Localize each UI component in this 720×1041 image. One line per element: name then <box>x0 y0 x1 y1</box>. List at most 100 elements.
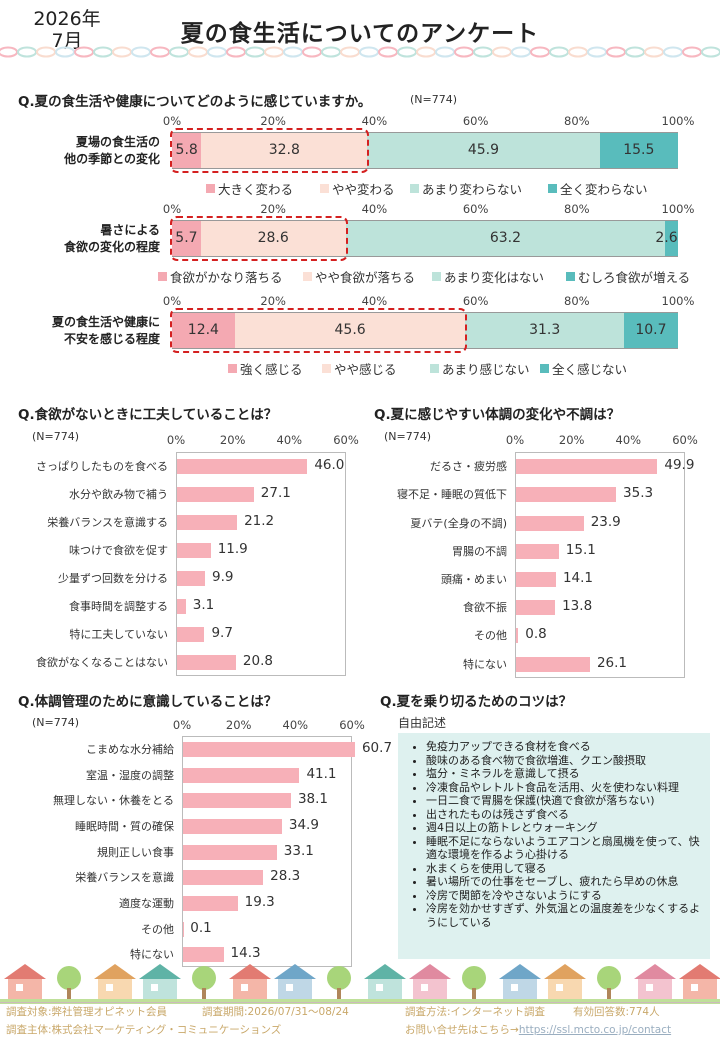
tip-item: 週4日以上の筋トレとウォーキング <box>426 821 704 835</box>
bar <box>183 845 277 860</box>
category-label: 睡眠時間・質の確保 <box>75 818 174 834</box>
data-label: 0.8 <box>525 626 546 642</box>
category-label: 無理しない・休養をとる <box>53 792 174 808</box>
tip-item: 一日二食で胃腸を保護(快適で食欲が落ちない) <box>426 794 704 808</box>
category-label: 適度な運動 <box>119 895 174 911</box>
category-label: 特にない <box>463 656 507 672</box>
footer-target: 調査対象:弊社管理オピネット会員 <box>6 1004 167 1019</box>
tick-label: 60% <box>669 433 701 447</box>
house-window <box>106 984 113 991</box>
tree <box>597 966 621 990</box>
town-illustration <box>0 956 720 1004</box>
bar <box>183 819 282 834</box>
house <box>143 978 177 1000</box>
data-label: 35.3 <box>623 485 653 501</box>
house-window <box>691 984 698 991</box>
footer-sponsor: 調査主体:株式会社マーケティング・コミュニケーションズ <box>6 1022 281 1037</box>
data-label: 14.1 <box>563 570 593 586</box>
house-roof <box>499 964 541 979</box>
category-label: 頭痛・めまい <box>441 571 507 587</box>
house <box>278 978 312 1000</box>
footer-period: 調査期間:2026/07/31～08/24 <box>202 1004 349 1019</box>
house-roof <box>634 964 676 979</box>
tip-item: 出されたものは残さず食べる <box>426 808 704 822</box>
bar <box>183 742 355 757</box>
tree-trunk <box>202 988 206 1000</box>
house <box>548 978 582 1000</box>
tree-trunk <box>472 988 476 1000</box>
data-label: 28.3 <box>270 868 300 884</box>
data-label: 0.1 <box>190 920 211 936</box>
q5-sub: 自由記述 <box>398 714 446 731</box>
house-roof <box>4 964 46 979</box>
house-window <box>376 984 383 991</box>
category-label: 寝不足・睡眠の質低下 <box>397 486 507 502</box>
tree <box>192 966 216 990</box>
house-window <box>16 984 23 991</box>
data-label: 13.8 <box>562 598 592 614</box>
bar <box>516 544 559 559</box>
data-label: 38.1 <box>298 791 328 807</box>
house-roof <box>229 964 271 979</box>
tick-label: 40% <box>279 718 311 732</box>
data-label: 41.1 <box>306 766 336 782</box>
bar <box>516 600 555 615</box>
category-label: 食欲不振 <box>463 599 507 615</box>
house-window <box>151 984 158 991</box>
category-label: 規則正しい食事 <box>97 844 174 860</box>
bar <box>183 793 291 808</box>
category-label: 夏バテ(全身の不調) <box>410 515 507 531</box>
category-label: 室温・湿度の調整 <box>86 767 174 783</box>
bar <box>516 516 584 531</box>
tree <box>57 966 81 990</box>
data-label: 49.9 <box>664 457 694 473</box>
tree-trunk <box>67 988 71 1000</box>
category-label: だるさ・疲労感 <box>430 458 507 474</box>
house-roof <box>364 964 406 979</box>
house <box>503 978 537 1000</box>
tip-item: 酸味のある食べ物で食欲増進、クエン酸摂取 <box>426 754 704 768</box>
tree <box>462 966 486 990</box>
footer-count: 有効回答数:774人 <box>573 1004 660 1019</box>
tips-box: 免疫力アップできる食材を食べる酸味のある食べ物で食欲増進、クエン酸摂取塩分・ミネ… <box>398 733 710 959</box>
house-window <box>556 984 563 991</box>
house <box>8 978 42 1000</box>
house-window <box>511 984 518 991</box>
tip-item: 冷凍食品やレトルト食品を活用、火を使わない料理 <box>426 781 704 795</box>
tip-item: 冷房で関節を冷やさないようにする <box>426 889 704 903</box>
house-window <box>241 984 248 991</box>
tip-item: 冷房を効かせすぎず、外気温との温度差を少なくするようにしている <box>426 902 704 929</box>
house-roof <box>274 964 316 979</box>
plot-frame <box>515 452 685 678</box>
house-roof <box>409 964 451 979</box>
house-window <box>286 984 293 991</box>
bar <box>183 768 299 783</box>
tick-label: 0% <box>499 433 531 447</box>
bar <box>516 657 590 672</box>
house-window <box>421 984 428 991</box>
tree <box>327 966 351 990</box>
tree-trunk <box>607 988 611 1000</box>
data-label: 23.9 <box>591 514 621 530</box>
tip-item: 睡眠不足にならないようエアコンと扇風機を使って、快適な環境を作るよう心掛ける <box>426 835 704 862</box>
bar <box>183 870 263 885</box>
house <box>683 978 717 1000</box>
bar <box>516 628 518 643</box>
tip-item: 暑い場所での仕事をセーブし、疲れたら早めの休息 <box>426 875 704 889</box>
house <box>233 978 267 1000</box>
category-label: こまめな水分補給 <box>86 741 174 757</box>
bar <box>183 896 238 911</box>
house <box>413 978 447 1000</box>
tree-trunk <box>337 988 341 1000</box>
data-label: 33.1 <box>284 843 314 859</box>
category-label: その他 <box>141 921 174 937</box>
tip-item: 塩分・ミネラルを意識して摂る <box>426 767 704 781</box>
house-window <box>646 984 653 991</box>
footer-method: 調査方法:インターネット調査 <box>405 1004 545 1019</box>
contact-link[interactable]: https://ssl.mcto.co.jp/contact <box>519 1024 671 1036</box>
house-roof <box>544 964 586 979</box>
category-label: 胃腸の不調 <box>452 543 507 559</box>
house <box>98 978 132 1000</box>
bar <box>516 572 556 587</box>
